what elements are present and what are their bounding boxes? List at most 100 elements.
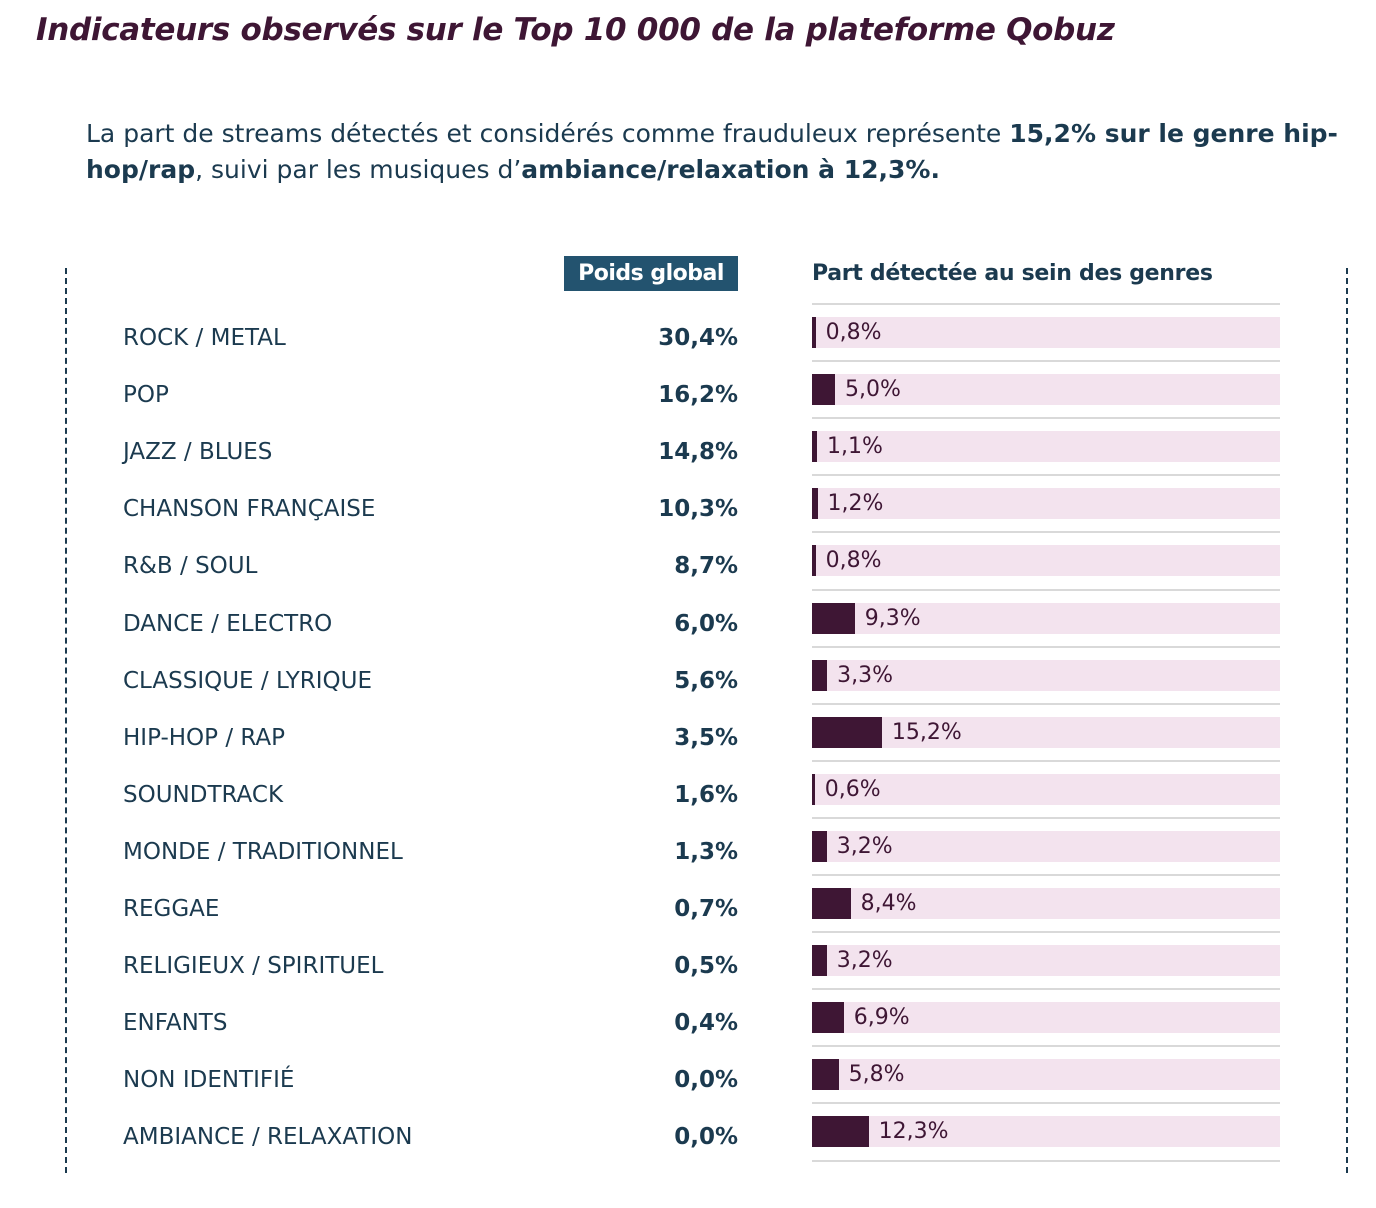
bar-value-label: 15,2% [891, 719, 962, 745]
bar-track: 15,2% [812, 716, 1280, 748]
gridline [812, 1102, 1280, 1105]
bar-value-label: 3,3% [837, 662, 894, 688]
genre-label: HIP-HOP / RAP [123, 724, 286, 751]
bar-track: 0,6% [812, 773, 1280, 805]
genre-label: POP [123, 382, 169, 409]
table-row: ROCK / METAL 30,4% 0,8% [0, 303, 1376, 360]
poids-global-value: 1,6% [674, 781, 738, 808]
table-row: NON IDENTIFIÉ 0,0% 5,8% [0, 1045, 1376, 1102]
bar-track: 0,8% [812, 317, 1280, 348]
table-row: REGGAE 0,7% 8,4% [0, 874, 1376, 931]
bar-value-label: 1,2% [827, 491, 884, 517]
gridline [812, 645, 1280, 648]
bar [812, 830, 827, 862]
bar-track: 9,3% [812, 602, 1280, 634]
bar-value-label: 0,8% [825, 320, 882, 345]
intro-part-2: , suivi par les musiques d’ [195, 155, 522, 184]
bar-value-label: 0,8% [825, 548, 882, 574]
bar [812, 1116, 869, 1148]
bar-track: 1,2% [812, 488, 1280, 520]
bar [812, 773, 815, 805]
bar-value-label: 5,0% [845, 377, 901, 403]
poids-global-value: 14,8% [658, 439, 738, 466]
bar-value-label: 12,3% [878, 1119, 949, 1145]
genre-label: DANCE / ELECTRO [123, 610, 333, 637]
bar-track: 5,8% [812, 1059, 1280, 1091]
gridline [812, 1159, 1280, 1162]
genre-label: CLASSIQUE / LYRIQUE [123, 667, 373, 694]
poids-global-value: 6,0% [674, 610, 738, 637]
page-title: Indicateurs observés sur le Top 10 000 d… [36, 12, 1115, 48]
poids-global-value: 0,7% [674, 896, 738, 922]
intro-bold-2: ambiance/relaxation à 12,3%. [521, 155, 940, 184]
poids-global-header: Poids global [564, 256, 738, 291]
bar-value-label: 5,8% [848, 1062, 905, 1088]
table-row: AMBIANCE / RELAXATION 0,0% 12,3% [0, 1102, 1376, 1159]
bar [812, 602, 855, 634]
bar [812, 431, 818, 463]
table-row: SOUNDTRACK 1,6% 0,6% [0, 760, 1376, 817]
bar-value-label: 9,3% [864, 605, 921, 631]
table-row: R&B / SOUL 8,7% 0,8% [0, 531, 1376, 588]
table-row: POP 16,2% 5,0% [0, 360, 1376, 417]
intro-part-1: La part de streams détectés et considéré… [86, 119, 1010, 148]
gridline [812, 303, 1280, 305]
poids-global-value: 30,4% [658, 325, 738, 351]
bar-track: 0,8% [812, 545, 1280, 577]
bar-track: 3,2% [812, 945, 1280, 977]
bar-value-label: 0,6% [824, 776, 881, 802]
part-detectee-header: Part détectée au sein des genres [812, 261, 1213, 286]
genre-label: NON IDENTIFIÉ [123, 1067, 295, 1094]
poids-global-value: 0,0% [674, 1067, 738, 1094]
table-row: JAZZ / BLUES 14,8% 1,1% [0, 417, 1376, 474]
bar-track: 12,3% [812, 1116, 1280, 1148]
table-row: CLASSIQUE / LYRIQUE 5,6% 3,3% [0, 646, 1376, 703]
poids-global-value: 3,5% [674, 724, 738, 751]
bar [812, 374, 835, 406]
table-row: ENFANTS 0,4% 6,9% [0, 988, 1376, 1045]
genre-label: MONDE / TRADITIONNEL [123, 838, 403, 865]
gridline [812, 988, 1280, 991]
gridline [812, 531, 1280, 534]
bar-track: 3,2% [812, 830, 1280, 862]
left-dashed-divider [65, 268, 67, 1173]
gridline [812, 874, 1280, 876]
gridline [812, 588, 1280, 591]
poids-global-value: 1,3% [674, 838, 738, 865]
gridline [812, 759, 1280, 762]
table-row: MONDE / TRADITIONNEL 1,3% 3,2% [0, 817, 1376, 874]
table-row: CHANSON FRANÇAISE 10,3% 1,2% [0, 474, 1376, 531]
bar-track: 5,0% [812, 374, 1280, 406]
table-row: DANCE / ELECTRO 6,0% 9,3% [0, 589, 1376, 646]
gridline [812, 702, 1280, 705]
bar-track: 6,9% [812, 1002, 1280, 1034]
genre-label: ENFANTS [123, 1010, 228, 1037]
gridline [812, 360, 1280, 363]
bar [812, 888, 851, 919]
bar [812, 317, 816, 348]
genre-label: R&B / SOUL [123, 553, 258, 580]
intro-text: La part de streams détectés et considéré… [86, 116, 1346, 188]
table-row: RELIGIEUX / SPIRITUEL 0,5% 3,2% [0, 931, 1376, 988]
bar-value-label: 1,1% [827, 434, 883, 460]
bar [812, 1002, 844, 1034]
genre-label: RELIGIEUX / SPIRITUEL [123, 953, 384, 980]
gridline [812, 1045, 1280, 1048]
bar-value-label: 3,2% [836, 833, 893, 859]
genre-label: JAZZ / BLUES [123, 439, 273, 466]
genre-label: CHANSON FRANÇAISE [123, 496, 376, 523]
bar [812, 659, 828, 691]
gridline [812, 816, 1280, 819]
genre-label: ROCK / METAL [123, 325, 286, 351]
bar [812, 545, 816, 577]
bar-value-label: 8,4% [860, 891, 917, 916]
poids-global-value: 16,2% [658, 382, 738, 409]
poids-global-value: 0,5% [674, 953, 738, 980]
intro-bold-1: 15,2% sur le genre hip-hop/rap [86, 119, 1338, 184]
bar [812, 945, 827, 977]
gridline [812, 474, 1280, 477]
poids-global-value: 0,4% [674, 1010, 738, 1037]
genre-label: AMBIANCE / RELAXATION [123, 1124, 413, 1151]
poids-global-value: 10,3% [658, 496, 738, 523]
bar [812, 1059, 839, 1091]
